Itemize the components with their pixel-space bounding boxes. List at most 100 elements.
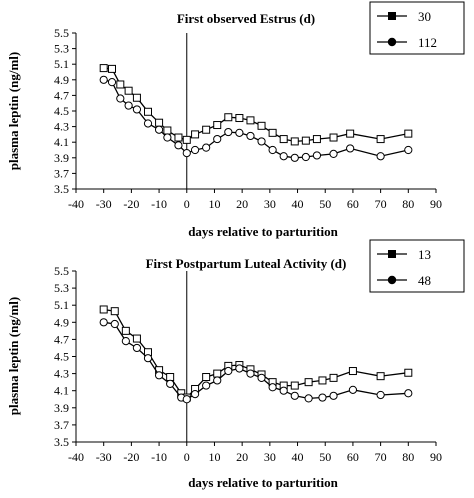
data-point (348, 385, 358, 394)
data-point (213, 121, 222, 130)
data-point (213, 376, 222, 385)
chart-panel-2: 3.53.73.94.14.34.54.74.95.15.35.5-40 -30-… (6, 239, 465, 490)
x-axis-label: days relative to parturition (188, 224, 338, 239)
y-tick-label: 4.9 (54, 315, 69, 329)
legend-label: 48 (418, 273, 431, 288)
x-tick-label: 80 (402, 197, 414, 211)
data-point (99, 318, 108, 327)
x-tick-label: 30 (264, 450, 276, 464)
x-tick-label: 30 (264, 197, 276, 211)
x-tick-label: 20 (236, 450, 248, 464)
y-axis-label: plasma leptin (ng/ml) (6, 297, 21, 415)
x-tick-label: 0 (184, 450, 190, 464)
x-tick-label: 0 (184, 197, 190, 211)
data-point (224, 127, 233, 137)
data-point (202, 143, 211, 152)
data-point (144, 107, 152, 116)
data-point (257, 373, 266, 382)
series-line (103, 79, 409, 159)
y-tick-label: 5.3 (54, 281, 69, 295)
data-point (404, 368, 413, 377)
y-tick-label: 5.5 (54, 264, 69, 278)
data-point (116, 80, 125, 89)
x-tick-label: 50 (319, 450, 331, 464)
data-point (154, 125, 164, 134)
data-point (108, 64, 116, 73)
data-point (174, 141, 183, 150)
y-tick-label: 5.5 (54, 26, 69, 40)
data-point (121, 326, 130, 335)
data-point (202, 125, 211, 134)
data-point (290, 391, 299, 400)
x-tick-label: 10 (208, 197, 220, 211)
data-point (182, 395, 191, 404)
y-tick-label: 5.3 (54, 42, 69, 56)
data-point (301, 152, 310, 162)
y-tick-label: 3.5 (54, 435, 69, 449)
data-point (257, 137, 266, 146)
x-tick-label: -20 (123, 450, 139, 464)
data-point (191, 130, 200, 139)
legend-box (369, 239, 465, 293)
data-point (99, 64, 108, 73)
data-point (346, 144, 355, 153)
data-point (143, 119, 153, 128)
data-point (246, 116, 255, 125)
legend: 13 48 (369, 239, 465, 293)
data-point (99, 305, 108, 314)
data-point (235, 114, 244, 123)
data-point (257, 121, 266, 130)
legend: 30 112 (369, 1, 465, 55)
data-point (132, 343, 142, 353)
legend-marker-circle (387, 275, 397, 285)
data-point (155, 118, 164, 127)
series-line (103, 67, 409, 143)
x-tick-label: 20 (236, 197, 248, 211)
data-point (174, 133, 183, 142)
x-tick-label: 40 (292, 450, 304, 464)
data-point (190, 390, 200, 399)
data-point (304, 394, 313, 403)
data-point (312, 135, 321, 144)
data-point (268, 128, 277, 137)
legend-label: 112 (418, 35, 437, 50)
y-tick-label: 4.9 (54, 73, 69, 87)
data-point (279, 152, 288, 161)
data-point (107, 78, 117, 87)
data-point (329, 373, 338, 382)
data-point (132, 334, 141, 343)
y-tick-label: 4.7 (54, 332, 69, 346)
x-tick-label: 60 (347, 450, 359, 464)
y-tick-label: 4.5 (54, 350, 69, 364)
data-point (213, 134, 222, 144)
x-tick-label: 80 (402, 450, 414, 464)
y-tick-label: 4.1 (54, 384, 69, 398)
data-point (202, 373, 211, 382)
y-tick-label: 4.5 (54, 104, 69, 118)
x-tick-label: 90 (430, 197, 442, 211)
data-point (132, 105, 142, 114)
data-point (376, 372, 385, 381)
data-point (348, 367, 357, 376)
series-112 (99, 75, 413, 162)
chart-title: First observed Estrus (d) (177, 11, 315, 26)
x-tick-label: -30 (96, 197, 112, 211)
x-tick-label: -10 (151, 197, 167, 211)
data-point (224, 366, 233, 376)
x-tick-label: -10 (151, 450, 167, 464)
data-point (346, 129, 355, 138)
y-tick-label: 3.9 (54, 401, 69, 415)
series-30 (99, 64, 413, 146)
data-point (329, 391, 338, 400)
data-point (116, 94, 125, 103)
x-tick-label: 10 (208, 450, 220, 464)
legend-label: 13 (418, 247, 431, 262)
data-point (290, 153, 299, 162)
x-tick-label: -20 (123, 197, 139, 211)
y-tick-label: 3.7 (54, 166, 69, 180)
y-tick-label: 3.5 (54, 182, 69, 196)
chart-title: First Postpartum Luteal Activity (d) (146, 256, 347, 271)
data-point (329, 133, 338, 142)
x-tick-label: 40 (292, 197, 304, 211)
